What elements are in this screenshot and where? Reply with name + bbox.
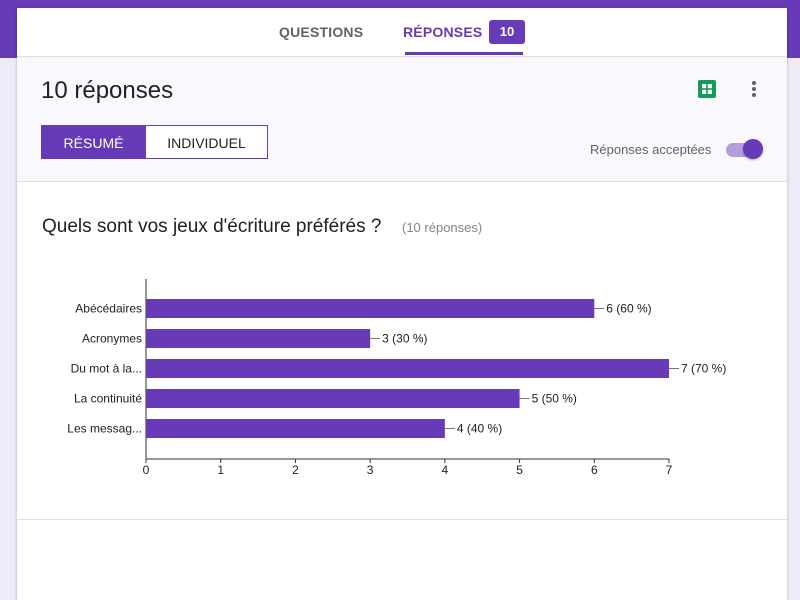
tab-responses[interactable]: RÉPONSES	[403, 24, 483, 40]
category-label: Acronymes	[82, 332, 142, 346]
bar	[146, 419, 445, 438]
question-title: Quels sont vos jeux d'écriture préférés …	[42, 216, 382, 237]
toggle-knob[interactable]	[743, 139, 763, 159]
data-label: 5 (50 %)	[532, 392, 577, 406]
x-tick-label: 0	[143, 463, 150, 477]
active-tab-indicator	[405, 52, 523, 55]
bar	[146, 389, 520, 408]
data-label: 6 (60 %)	[606, 302, 651, 316]
bar	[146, 329, 371, 348]
x-tick-label: 7	[666, 463, 673, 477]
more-vert-icon[interactable]	[746, 79, 762, 99]
accepting-responses-label: Réponses acceptées	[590, 142, 712, 157]
category-label: Du mot à la...	[71, 362, 142, 376]
x-tick-label: 3	[367, 463, 374, 477]
tab-questions[interactable]: QUESTIONS	[279, 24, 364, 40]
x-tick-label: 6	[591, 463, 598, 477]
summary-header: 10 réponses RÉSUMÉ INDIVIDUEL Réponses a…	[17, 57, 787, 182]
data-label: 3 (30 %)	[382, 332, 427, 346]
responses-count-badge: 10	[489, 20, 525, 44]
data-label: 4 (40 %)	[457, 422, 502, 436]
x-tick-label: 4	[442, 463, 449, 477]
bar	[146, 359, 669, 378]
x-tick-label: 5	[516, 463, 523, 477]
category-label: La continuité	[74, 392, 142, 406]
x-tick-label: 2	[292, 463, 299, 477]
x-tick-label: 1	[217, 463, 224, 477]
summary-view-button[interactable]: RÉSUMÉ	[41, 125, 146, 159]
question-response-count: (10 réponses)	[402, 220, 483, 235]
section-divider	[17, 519, 787, 520]
individual-view-button[interactable]: INDIVIDUEL	[145, 125, 268, 159]
page-title: 10 réponses	[41, 77, 174, 104]
data-label: 7 (70 %)	[681, 362, 726, 376]
category-label: Abécédaires	[75, 302, 142, 316]
tab-bar: QUESTIONS RÉPONSES 10	[17, 8, 787, 57]
sheets-icon[interactable]	[698, 80, 716, 98]
category-label: Les messag...	[67, 422, 142, 436]
bar	[146, 299, 595, 318]
